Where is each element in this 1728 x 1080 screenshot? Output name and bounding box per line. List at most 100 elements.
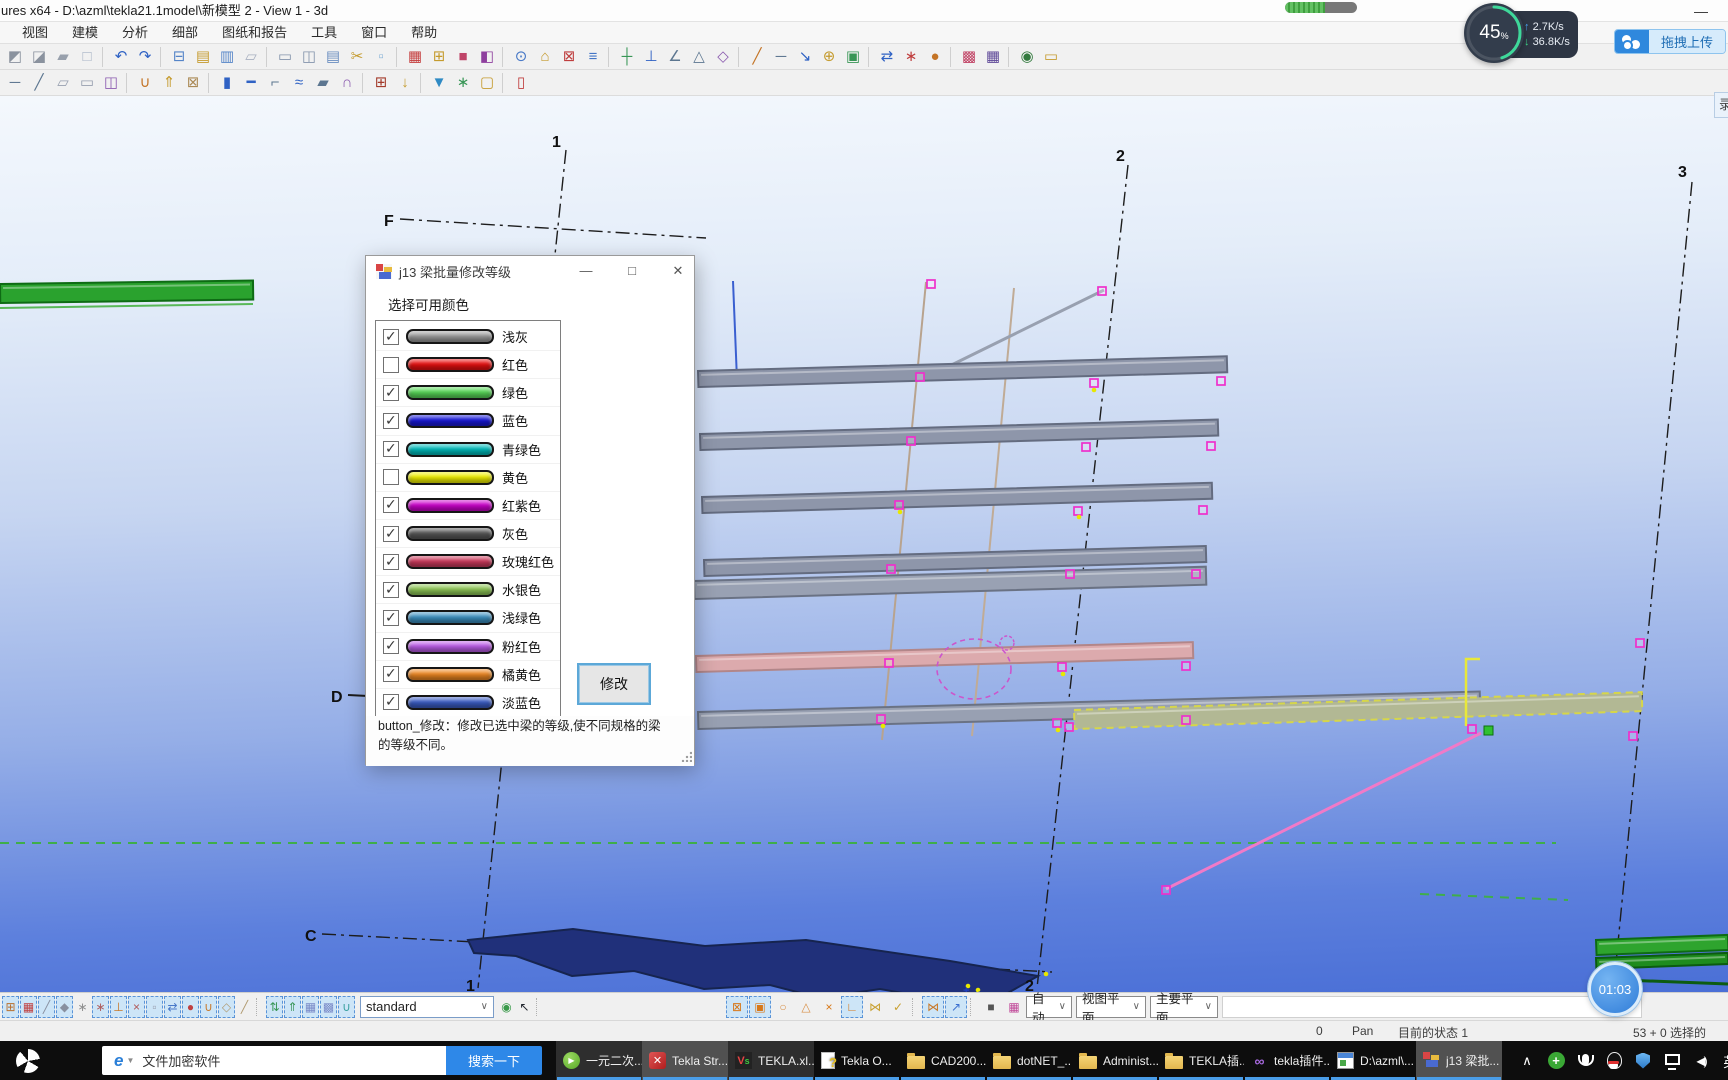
selection-handle[interactable] bbox=[1057, 662, 1067, 672]
point-tool-icon[interactable]: ⊙ bbox=[514, 48, 528, 65]
color-row-2[interactable]: 红色 bbox=[376, 351, 560, 380]
color-row-6[interactable]: 黄色 bbox=[376, 464, 560, 492]
rect-view-icon[interactable]: ▭ bbox=[277, 48, 293, 65]
selection-handle[interactable] bbox=[1198, 505, 1208, 515]
taskbar-item-2[interactable]: ✕ Tekla Str... bbox=[642, 1041, 728, 1080]
selection-filter-combo[interactable]: standard ∨ bbox=[360, 995, 494, 1018]
poly-beam-icon[interactable]: ⌐ bbox=[270, 74, 280, 91]
floor-plate-silhouette[interactable] bbox=[466, 927, 1041, 992]
selection-handle[interactable] bbox=[886, 564, 896, 574]
color-checkbox-3[interactable] bbox=[383, 384, 399, 401]
beam-1[interactable] bbox=[696, 355, 1229, 389]
box-red-icon[interactable]: ■ bbox=[458, 48, 468, 65]
osnap-cube-icon[interactable]: ■ bbox=[987, 999, 995, 1014]
osnap-endpoint-icon[interactable]: ⊠ bbox=[726, 995, 748, 1018]
column-blue-icon[interactable]: ▮ bbox=[222, 74, 232, 91]
snap-diamond-icon[interactable]: ◆ bbox=[56, 995, 73, 1018]
selection-handle[interactable] bbox=[876, 714, 886, 724]
dialog-minimize-button[interactable]: — bbox=[579, 263, 593, 278]
osnap-triangle-icon[interactable]: △ bbox=[801, 999, 811, 1014]
osnap-corner-icon[interactable]: ∟ bbox=[841, 995, 863, 1018]
anchor-drop-icon[interactable]: ↓ bbox=[401, 74, 409, 91]
selection-handle[interactable] bbox=[1073, 506, 1083, 516]
selection-handle[interactable] bbox=[906, 436, 916, 446]
bench-purple-icon[interactable]: ∩ bbox=[341, 74, 353, 91]
selection-handle[interactable] bbox=[1467, 724, 1477, 734]
selection-handle[interactable] bbox=[1064, 722, 1074, 732]
window-minimize-button[interactable]: — bbox=[1694, 3, 1708, 19]
triangle-dim-icon[interactable]: △ bbox=[693, 48, 705, 65]
taskbar-item-1[interactable]: ▶ 一元二次... bbox=[556, 1041, 642, 1080]
list-lines-icon[interactable]: ≡ bbox=[588, 48, 598, 65]
color-checkbox-6[interactable] bbox=[383, 469, 399, 486]
swap-arrows-icon[interactable]: ⇄ bbox=[880, 48, 894, 65]
selection-handle[interactable] bbox=[1635, 638, 1645, 648]
selection-handle[interactable] bbox=[1097, 286, 1107, 296]
snap-points-icon[interactable]: ⊞ bbox=[2, 995, 19, 1018]
menu-item-8[interactable]: 帮助 bbox=[411, 24, 438, 40]
panel-tool-icon[interactable]: ▭ bbox=[79, 74, 95, 91]
lift-hook-icon[interactable]: ⇑ bbox=[162, 74, 176, 91]
beam-line-icon[interactable]: ─ bbox=[9, 74, 21, 91]
snap-grid-icon[interactable]: ▦ bbox=[20, 995, 37, 1018]
beam-10[interactable] bbox=[1594, 933, 1728, 957]
selection-handle[interactable] bbox=[915, 372, 925, 382]
menu-item-5[interactable]: 图纸和报告 bbox=[222, 24, 288, 40]
beam-slant-icon[interactable]: ╱ bbox=[34, 74, 44, 91]
screen-record-edge-tab[interactable]: 录 bbox=[1714, 92, 1728, 118]
snap-perp-icon[interactable]: ⊥ bbox=[110, 995, 127, 1018]
snap-cut-icon[interactable]: × bbox=[128, 995, 145, 1018]
globe-pencil-icon[interactable]: ◉ bbox=[501, 999, 512, 1014]
color-row-13[interactable]: 橘黄色 bbox=[376, 661, 560, 689]
bolt-u-icon[interactable]: ∪ bbox=[139, 74, 151, 91]
taskbar-item-4[interactable]: ? Tekla O... bbox=[814, 1041, 900, 1080]
component-purple-icon[interactable]: ▦ bbox=[985, 48, 1001, 65]
menu-item-4[interactable]: 细部 bbox=[172, 24, 199, 40]
taskbar-item-11[interactable]: j13 梁批... bbox=[1416, 1041, 1502, 1080]
taskbar-item-9[interactable]: ∞ tekla插件... bbox=[1244, 1041, 1330, 1080]
diamond-tool-icon[interactable]: ◇ bbox=[717, 48, 729, 65]
menu-item-3[interactable]: 分析 bbox=[122, 24, 149, 40]
gear-green-icon[interactable]: ∗ bbox=[456, 74, 470, 91]
home-plane-icon[interactable]: ⌂ bbox=[540, 48, 550, 65]
search-go-button[interactable]: 搜索一下 bbox=[446, 1046, 542, 1075]
axis-perp-icon[interactable]: ⊥ bbox=[644, 48, 658, 65]
marquee-icon[interactable]: ▫ bbox=[378, 48, 384, 65]
slab-tool-icon[interactable]: ▰ bbox=[317, 74, 329, 91]
color-row-11[interactable]: 浅绿色 bbox=[376, 604, 560, 633]
snap-slope-icon[interactable]: ╱ bbox=[240, 999, 249, 1014]
grid-create-icon[interactable]: ┼ bbox=[621, 48, 633, 65]
beam-2[interactable] bbox=[698, 418, 1220, 452]
recording-timer-badge[interactable]: 01:03 bbox=[1588, 962, 1642, 1016]
osnap-circle-icon[interactable]: ○ bbox=[779, 999, 787, 1014]
selection-handle[interactable] bbox=[1161, 885, 1171, 895]
network-display-icon[interactable] bbox=[1663, 1052, 1681, 1070]
beam-3[interactable] bbox=[700, 481, 1214, 515]
purple-beam-icon[interactable]: ◫ bbox=[103, 74, 119, 91]
arrow-se-icon[interactable]: ↘ bbox=[798, 48, 812, 65]
qq-icon[interactable] bbox=[1605, 1052, 1623, 1070]
delete-red-icon[interactable]: ⊠ bbox=[562, 48, 576, 65]
osnap-check-icon[interactable]: ✓ bbox=[892, 999, 904, 1014]
report-list-icon[interactable]: ▥ bbox=[219, 48, 235, 65]
snap-boat-icon[interactable]: ∪ bbox=[338, 995, 355, 1018]
beam-9[interactable] bbox=[0, 279, 255, 305]
plate-tool-icon[interactable]: ▱ bbox=[57, 74, 69, 91]
box-purple-icon[interactable]: ◧ bbox=[479, 48, 495, 65]
volume-icon[interactable]: ◀) bbox=[1696, 1053, 1707, 1068]
select-object-icon[interactable]: ▰ bbox=[57, 48, 69, 65]
green-handle[interactable] bbox=[1483, 725, 1494, 736]
beam-8[interactable] bbox=[1072, 691, 1644, 731]
antivirus-plus-icon[interactable]: + bbox=[1547, 1052, 1565, 1070]
screenshot-red-icon[interactable]: ▩ bbox=[961, 48, 977, 65]
snap-free-icon[interactable]: ▫ bbox=[146, 995, 163, 1018]
selection-handle[interactable] bbox=[1216, 376, 1226, 386]
rect-small-icon[interactable]: ◫ bbox=[301, 48, 317, 65]
color-checkbox-5[interactable] bbox=[383, 440, 399, 458]
rebar-red-icon[interactable]: ▯ bbox=[516, 74, 526, 91]
selection-handle[interactable] bbox=[884, 658, 894, 668]
color-row-1[interactable]: 浅灰 bbox=[376, 323, 560, 352]
bolt-red-icon[interactable]: ⊞ bbox=[374, 74, 388, 91]
line-slant-icon[interactable]: ╱ bbox=[752, 48, 762, 65]
selection-handle[interactable] bbox=[926, 279, 936, 289]
